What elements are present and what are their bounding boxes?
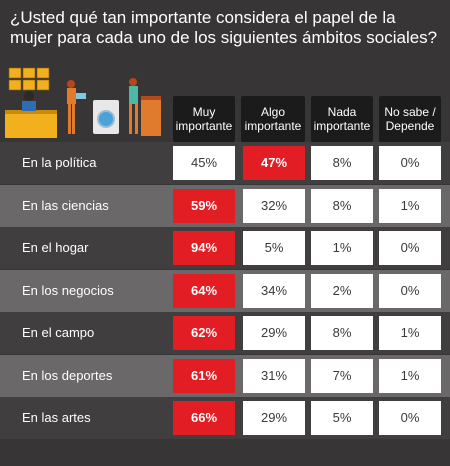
row-label: En las artes	[22, 410, 91, 425]
value-cell: 5%	[311, 401, 373, 435]
table-row: En las ciencias 59% 32% 8% 1%	[0, 184, 450, 227]
value-cell: 0%	[379, 231, 441, 265]
table-row: En los deportes 61% 31% 7% 1%	[0, 354, 450, 397]
value-cell: 47%	[243, 146, 305, 180]
value-cell: 29%	[243, 316, 305, 350]
header-algo-importante: Algo importante	[241, 96, 305, 142]
value-cell: 62%	[173, 316, 235, 350]
value-cell: 1%	[379, 358, 441, 393]
value-cell: 94%	[173, 231, 235, 265]
row-label: En las ciencias	[22, 197, 109, 213]
header-no-sabe-depende: No sabe / Depende	[379, 96, 441, 142]
table-row: En el campo 62% 29% 8% 1%	[0, 312, 450, 354]
table-row: En la política 45% 47% 8% 0%	[0, 142, 450, 184]
row-label: En el hogar	[22, 240, 89, 255]
value-cell: 8%	[311, 146, 373, 180]
row-label: En los deportes	[22, 367, 113, 383]
value-cell: 1%	[379, 316, 441, 350]
value-cell: 59%	[173, 188, 235, 223]
table-row: En las artes 66% 29% 5% 0%	[0, 397, 450, 439]
value-cell: 31%	[243, 358, 305, 393]
value-cell: 8%	[311, 316, 373, 350]
value-cell: 32%	[243, 188, 305, 223]
row-label: En los negocios	[22, 282, 114, 298]
row-label: En la política	[22, 155, 97, 170]
value-cell: 29%	[243, 401, 305, 435]
table-row: En los negocios 64% 34% 2% 0%	[0, 269, 450, 312]
value-cell: 0%	[379, 273, 441, 308]
value-cell: 66%	[173, 401, 235, 435]
value-cell: 1%	[311, 231, 373, 265]
value-cell: 2%	[311, 273, 373, 308]
header-nada-importante: Nada importante	[311, 96, 373, 142]
value-cell: 0%	[379, 146, 441, 180]
row-label: En el campo	[22, 325, 95, 340]
value-cell: 34%	[243, 273, 305, 308]
value-cell: 0%	[379, 401, 441, 435]
value-cell: 8%	[311, 188, 373, 223]
chart-title: ¿Usted qué tan importante considera el p…	[10, 8, 438, 47]
table-row: En el hogar 94% 5% 1% 0%	[0, 227, 450, 269]
value-cell: 7%	[311, 358, 373, 393]
women-occupations-illustration	[5, 67, 161, 138]
value-cell: 61%	[173, 358, 235, 393]
header-muy-importante: Muy importante	[173, 96, 235, 142]
value-cell: 45%	[173, 146, 235, 180]
value-cell: 1%	[379, 188, 441, 223]
value-cell: 5%	[243, 231, 305, 265]
value-cell: 64%	[173, 273, 235, 308]
